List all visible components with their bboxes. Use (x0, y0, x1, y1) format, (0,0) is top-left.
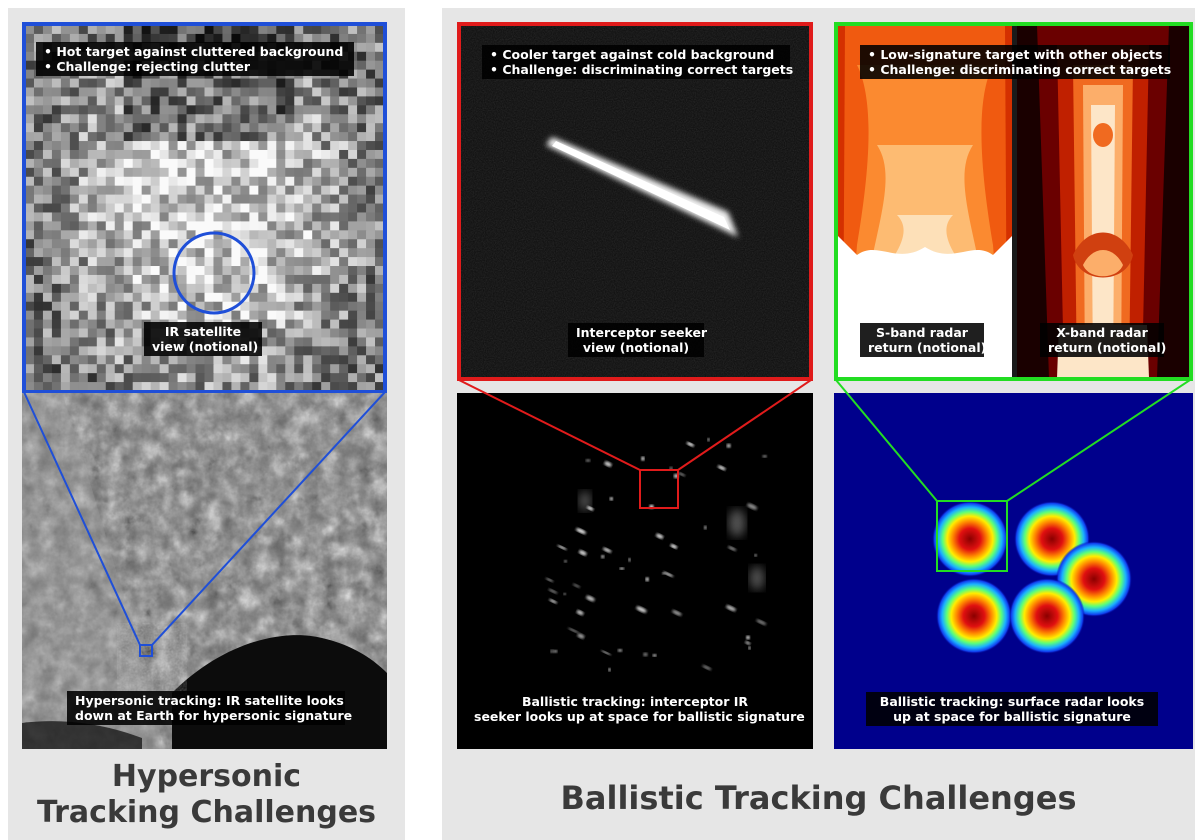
seeker-target (460, 25, 810, 378)
ir-view-label: IR satellite view (notional) (144, 322, 262, 356)
space-caption-line2: seeker looks up at space for ballistic s… (474, 709, 805, 724)
x-band-line2: return (notional) (1048, 340, 1167, 355)
seeker-bullet-1: • Cooler target against cold background (490, 47, 775, 62)
s-band-line1: S-band radar (876, 325, 968, 340)
seeker-bullet-2: • Challenge: discriminating correct targ… (490, 62, 794, 77)
radar-return-patterns (837, 25, 1190, 378)
radar-map-caption-line1: Ballistic tracking: surface radar looks (879, 694, 1145, 709)
radar-blob (1009, 578, 1085, 654)
hypersonic-title-line2: Tracking Challenges (36, 795, 377, 830)
ir-bullet-1: • Hot target against cluttered backgroun… (44, 44, 344, 59)
x-band-pattern (1016, 25, 1190, 378)
seeker-view-label: Interceptor seeker view (notional) (568, 323, 708, 357)
ir-bullets: • Hot target against cluttered backgroun… (36, 42, 354, 76)
x-band-line1: X-band radar (1056, 325, 1148, 340)
hypersonic-title-line1: Hypersonic (111, 759, 302, 794)
ir-bullet-2: • Challenge: rejecting clutter (44, 59, 251, 74)
s-band-pattern (837, 25, 1013, 378)
ballistic-title: Ballistic Tracking Challenges (560, 779, 1077, 817)
seeker-bullets: • Cooler target against cold background … (482, 45, 794, 79)
hypersonic-title: Hypersonic Tracking Challenges (8, 759, 405, 831)
s-band-line2: return (notional) (868, 340, 987, 355)
seeker-label-line1: Interceptor seeker (576, 325, 708, 340)
earth-caption-line1: Hypersonic tracking: IR satellite looks (75, 693, 344, 708)
ir-label-line1: IR satellite (164, 324, 242, 339)
radar-return-image (837, 25, 1190, 378)
radar-view-frame (834, 22, 1193, 381)
radar-blob (932, 501, 1008, 577)
s-band-label: S-band radar return (notional) (860, 323, 987, 357)
radar-map-caption: Ballistic tracking: surface radar looks … (866, 692, 1158, 726)
seeker-view-frame (457, 22, 813, 381)
space-caption-line1: Ballistic tracking: interceptor IR (521, 694, 749, 709)
seeker-label-line2: view (notional) (582, 340, 690, 355)
radar-map-caption-line2: up at space for ballistic signature (893, 709, 1131, 724)
space-caption: Ballistic tracking: interceptor IR seeke… (466, 692, 805, 726)
radar-bullet-1: • Low-signature target with other object… (868, 47, 1163, 62)
earth-caption: Hypersonic tracking: IR satellite looks … (67, 691, 353, 725)
x-band-label: X-band radar return (notional) (1040, 323, 1167, 357)
radar-blob (936, 578, 1012, 654)
radar-bullets: • Low-signature target with other object… (860, 45, 1172, 79)
ir-label-line2: view (notional) (152, 339, 259, 354)
radar-bullet-2: • Challenge: discriminating correct targ… (868, 62, 1172, 77)
earth-caption-line2: down at Earth for hypersonic signature (75, 708, 353, 723)
seeker-view-image (460, 25, 810, 378)
